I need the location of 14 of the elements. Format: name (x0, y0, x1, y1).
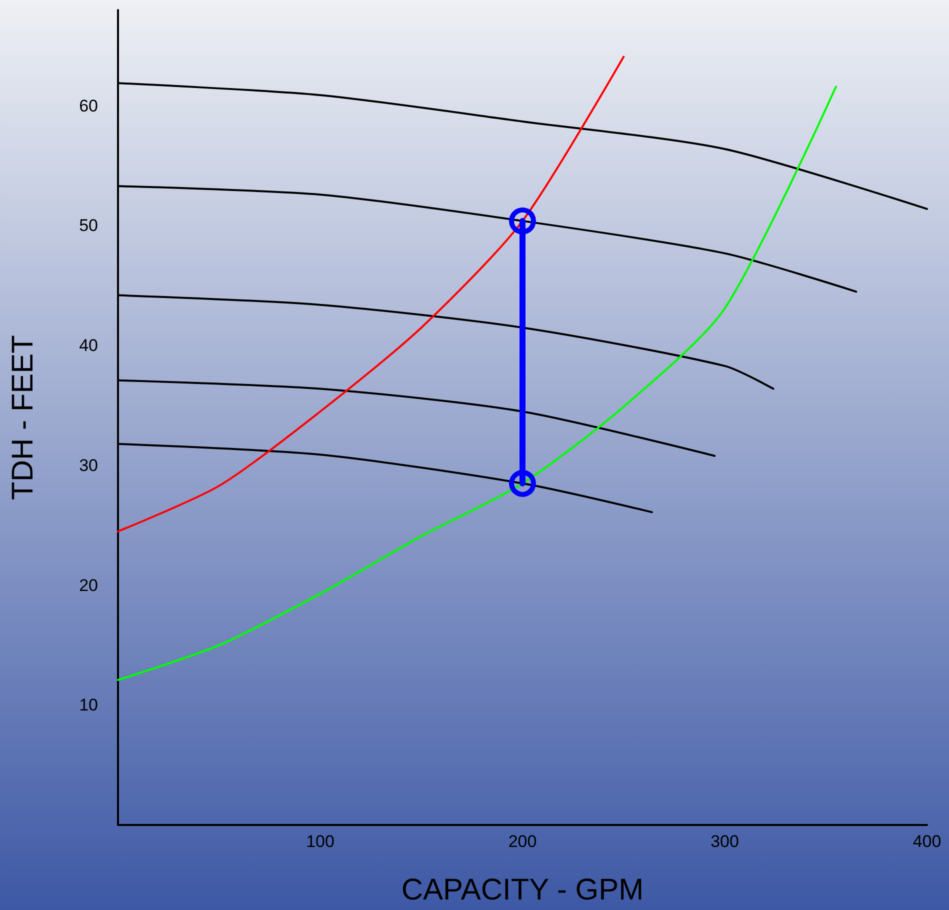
x-tick-label: 200 (508, 832, 537, 851)
y-tick-label: 50 (79, 216, 98, 236)
y-axis-title: TDH - FEET (6, 335, 40, 500)
x-tick-label: 300 (710, 832, 739, 851)
y-tick-label: 30 (79, 456, 98, 475)
y-tick-label: 60 (79, 96, 98, 116)
line-series (117, 56, 625, 532)
y-tick-label: 20 (79, 576, 98, 595)
y-tick-label: 10 (79, 696, 98, 715)
y-tick-label: 40 (79, 336, 98, 356)
x-tick-label: 400 (912, 832, 942, 851)
line-series (117, 86, 837, 681)
x-tick-label: 100 (306, 832, 334, 851)
x-axis-title: CAPACITY - GPM (401, 874, 644, 906)
